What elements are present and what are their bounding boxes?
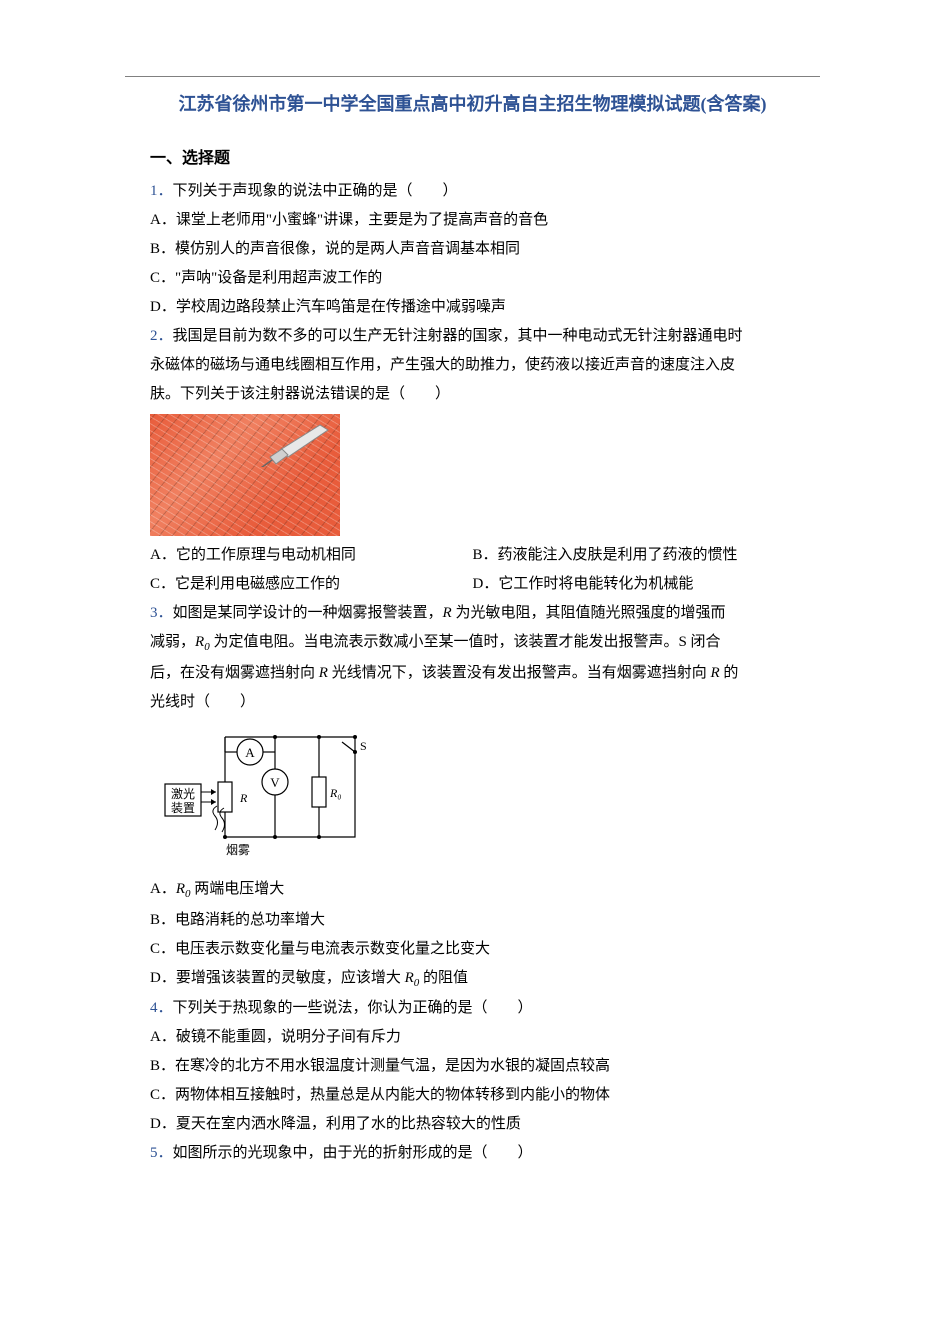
switch-label: S <box>360 739 367 753</box>
q3-s1b: 为光敏电阻，其阻值随光照强度的增强而 <box>452 605 726 621</box>
q4-stem: 4．下列关于热现象的一些说法，你认为正确的是（ ） <box>150 995 795 1022</box>
q2-stem-line1: 2．我国是目前为数不多的可以生产无针注射器的国家，其中一种电动式无针注射器通电时 <box>150 323 795 350</box>
q3-s2b: 为定值电阻。当电流表示数减小至某一值时，该装置才能发出报警声。S 闭合 <box>210 634 721 650</box>
q3-a-pre: A． <box>150 881 176 897</box>
ammeter-label: A <box>245 745 255 760</box>
q2-option-d: D．它工作时将电能转化为机械能 <box>473 571 796 598</box>
q1-number: 1． <box>150 183 173 199</box>
q3-option-b: B．电路消耗的总功率增大 <box>150 907 795 934</box>
q3-stem-line1: 3．如图是某同学设计的一种烟雾报警装置，R 为光敏电阻，其阻值随光照强度的增强而 <box>150 600 795 627</box>
q2-option-b: B．药液能注入皮肤是利用了药液的惯性 <box>473 542 796 569</box>
q3-s3c: 的 <box>720 665 739 681</box>
q5-stem-text: 如图所示的光现象中，由于光的折射形成的是（ ） <box>173 1145 533 1161</box>
q2-stem1-text: 我国是目前为数不多的可以生产无针注射器的国家，其中一种电动式无针注射器通电时 <box>173 328 743 344</box>
q2-stem-line2: 永磁体的磁场与通电线圈相互作用，产生强大的助推力，使药液以接近声音的速度注入皮 <box>150 352 795 379</box>
q3-option-a: A．R0 两端电压增大 <box>150 876 795 905</box>
smoke-label: 烟雾 <box>226 843 250 857</box>
q3-stem-line3: 后，在没有烟雾遮挡射向 R 光线情况下，该装置没有发出报警声。当有烟雾遮挡射向 … <box>150 660 795 687</box>
q1-option-d: D．学校周边路段禁止汽车鸣笛是在传播途中减弱噪声 <box>150 294 795 321</box>
q1-stem-text: 下列关于声现象的说法中正确的是（ ） <box>173 183 458 199</box>
q4-number: 4． <box>150 1000 173 1016</box>
q3-d-R0: R0 <box>405 970 420 986</box>
q2-option-c: C．它是利用电磁感应工作的 <box>150 571 473 598</box>
R0-label: R₀ <box>329 786 342 800</box>
q3-option-c: C．电压表示数变化量与电流表示数变化量之比变大 <box>150 936 795 963</box>
q3-a-R0: R0 <box>176 881 191 897</box>
q4-option-a: A．破镜不能重圆，说明分子间有斥力 <box>150 1024 795 1051</box>
circuit-diagram-icon: A V R R₀ S 激光 装置 <box>160 722 370 870</box>
q1-stem: 1．下列关于声现象的说法中正确的是（ ） <box>150 178 795 205</box>
q3-d-post: 的阻值 <box>419 970 468 986</box>
q3-R0-1-main: R <box>195 634 204 650</box>
q3-R0-1: R0 <box>195 634 210 650</box>
q3-s2a: 减弱， <box>150 634 195 650</box>
q4-option-b: B．在寒冷的北方不用水银温度计测量气温，是因为水银的凝固点较高 <box>150 1053 795 1080</box>
q4-option-c: C．两物体相互接触时，热量总是从内能大的物体转移到内能小的物体 <box>150 1082 795 1109</box>
q3-stem-line4: 光线时（ ） <box>150 689 795 716</box>
q1-option-b: B．模仿别人的声音很像，说的是两人声音音调基本相同 <box>150 236 795 263</box>
q5-stem: 5．如图所示的光现象中，由于光的折射形成的是（ ） <box>150 1140 795 1167</box>
q3-R-3: R <box>710 665 719 681</box>
q2-option-a: A．它的工作原理与电动机相同 <box>150 542 473 569</box>
q1-option-c: C．"声呐"设备是利用超声波工作的 <box>150 265 795 292</box>
q2-number: 2． <box>150 328 173 344</box>
q2-stem-line3: 肤。下列关于该注射器说法错误的是（ ） <box>150 381 795 408</box>
q3-s3a: 后，在没有烟雾遮挡射向 <box>150 665 319 681</box>
laser-label: 激光 <box>171 787 195 801</box>
q3-s1a: 如图是某同学设计的一种烟雾报警装置， <box>173 605 443 621</box>
q4-stem-text: 下列关于热现象的一些说法，你认为正确的是（ ） <box>173 1000 533 1016</box>
q3-d-pre: D．要增强该装置的灵敏度，应该增大 <box>150 970 405 986</box>
q3-option-d: D．要增强该装置的灵敏度，应该增大 R0 的阻值 <box>150 965 795 994</box>
injector-icon <box>250 422 330 467</box>
q3-d-R0-main: R <box>405 970 414 986</box>
device-label: 装置 <box>171 801 195 815</box>
q3-number: 3． <box>150 605 173 621</box>
page-content: 江苏省徐州市第一中学全国重点高中初升高自主招生物理模拟试题(含答案) 一、选择题… <box>0 0 945 1229</box>
q3-a-R0-main: R <box>176 881 185 897</box>
section-header: 一、选择题 <box>150 144 795 168</box>
q3-a-post: 两端电压增大 <box>191 881 285 897</box>
q5-number: 5． <box>150 1145 173 1161</box>
voltmeter-label: V <box>270 775 280 790</box>
q2-options-row2: C．它是利用电磁感应工作的 D．它工作时将电能转化为机械能 <box>150 571 795 600</box>
q2-figure-injector <box>150 414 340 536</box>
R-label: R <box>239 791 248 805</box>
header-rule <box>125 76 820 77</box>
q2-options-row1: A．它的工作原理与电动机相同 B．药液能注入皮肤是利用了药液的惯性 <box>150 542 795 571</box>
q1-option-a: A．课堂上老师用"小蜜蜂"讲课，主要是为了提高声音的音色 <box>150 207 795 234</box>
q4-option-d: D．夏天在室内洒水降温，利用了水的比热容较大的性质 <box>150 1111 795 1138</box>
q3-figure-circuit: A V R R₀ S 激光 装置 <box>160 722 370 870</box>
document-title: 江苏省徐州市第一中学全国重点高中初升高自主招生物理模拟试题(含答案) <box>150 90 795 116</box>
q3-s3b: 光线情况下，该装置没有发出报警声。当有烟雾遮挡射向 <box>328 665 711 681</box>
q3-R-1: R <box>443 605 452 621</box>
q3-R-2: R <box>319 665 328 681</box>
q3-stem-line2: 减弱，R0 为定值电阻。当电流表示数减小至某一值时，该装置才能发出报警声。S 闭… <box>150 629 795 658</box>
